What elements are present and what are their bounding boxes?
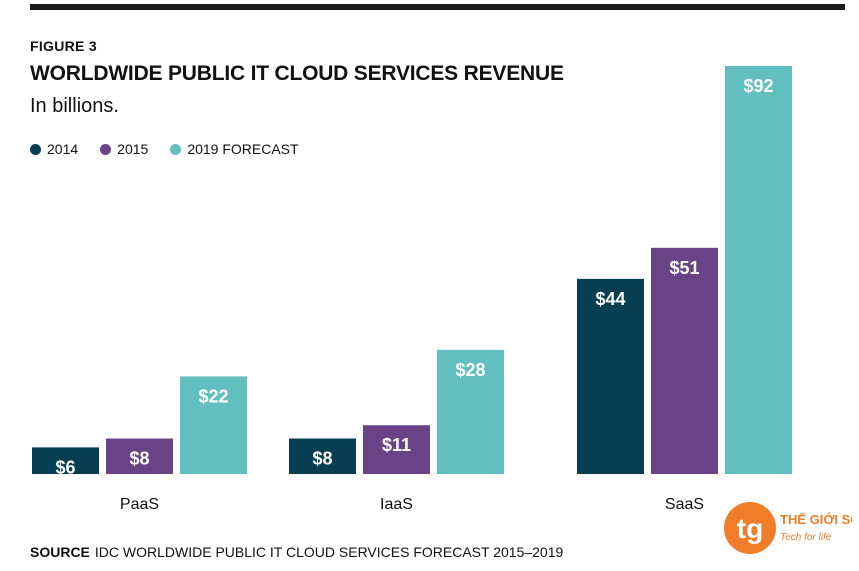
bar-label-iaas-2019-forecast: $28 — [455, 360, 485, 380]
legend-item-2019-forecast: 2019 FORECAST — [170, 141, 299, 157]
logo-mark: tg — [737, 513, 763, 544]
logo-tagline: Tech for life — [780, 532, 832, 543]
figure-label: FIGURE 3 — [30, 38, 97, 54]
bar-saas-2015 — [651, 247, 718, 474]
legend-swatch-2015 — [100, 143, 112, 155]
bar-iaas-2014 — [289, 438, 356, 474]
legend-label-2019-forecast: 2019 FORECAST — [187, 141, 299, 157]
legend: 2014 2015 2019 FORECAST — [30, 141, 321, 157]
bar-label-iaas-2015: $11 — [382, 435, 411, 455]
source-label: SOURCE — [30, 544, 90, 560]
legend-label-2015: 2015 — [117, 141, 149, 157]
logo-circle-icon — [724, 502, 776, 554]
top-rule — [30, 4, 845, 10]
bar-label-saas-2019-forecast: $92 — [743, 76, 773, 96]
source-note: SOURCE IDC WORLDWIDE PUBLIC IT CLOUD SERV… — [30, 544, 563, 560]
logo-name: THẾ GIỚI SỐ — [780, 512, 852, 527]
bar-label-paas-2019-forecast: $22 — [198, 386, 228, 406]
bar-iaas-2019-forecast — [437, 349, 504, 474]
category-label-saas: SaaS — [665, 496, 704, 513]
bar-paas-2019-forecast — [180, 376, 247, 474]
bar-label-paas-2014: $6 — [55, 457, 75, 477]
chart-title: WORLDWIDE PUBLIC IT CLOUD SERVICES REVEN… — [30, 62, 564, 85]
legend-swatch-2014 — [30, 143, 41, 155]
legend-label-2014: 2014 — [47, 141, 79, 157]
legend-item-2014: 2014 — [30, 141, 78, 157]
tgs-logo: tg THẾ GIỚI SỐ Tech for life — [724, 502, 852, 554]
source-text: IDC WORLDWIDE PUBLIC IT CLOUD SERVICES F… — [94, 544, 564, 560]
bar-label-saas-2015: $51 — [669, 258, 699, 278]
legend-swatch-2019-forecast — [170, 143, 182, 155]
bar-label-paas-2015: $8 — [129, 449, 149, 469]
category-label-paas: PaaS — [120, 496, 159, 513]
bar-paas-2014 — [32, 447, 99, 474]
bar-paas-2015 — [106, 438, 173, 474]
bar-saas-2019-forecast — [725, 66, 792, 474]
chart-subtitle: In billions. — [30, 95, 119, 117]
category-label-iaas: IaaS — [380, 496, 413, 513]
bar-label-saas-2014: $44 — [595, 289, 625, 309]
bar-iaas-2015 — [363, 425, 430, 474]
legend-item-2015: 2015 — [100, 141, 148, 157]
bar-label-iaas-2014: $8 — [312, 449, 332, 469]
bar-saas-2014 — [577, 278, 644, 474]
